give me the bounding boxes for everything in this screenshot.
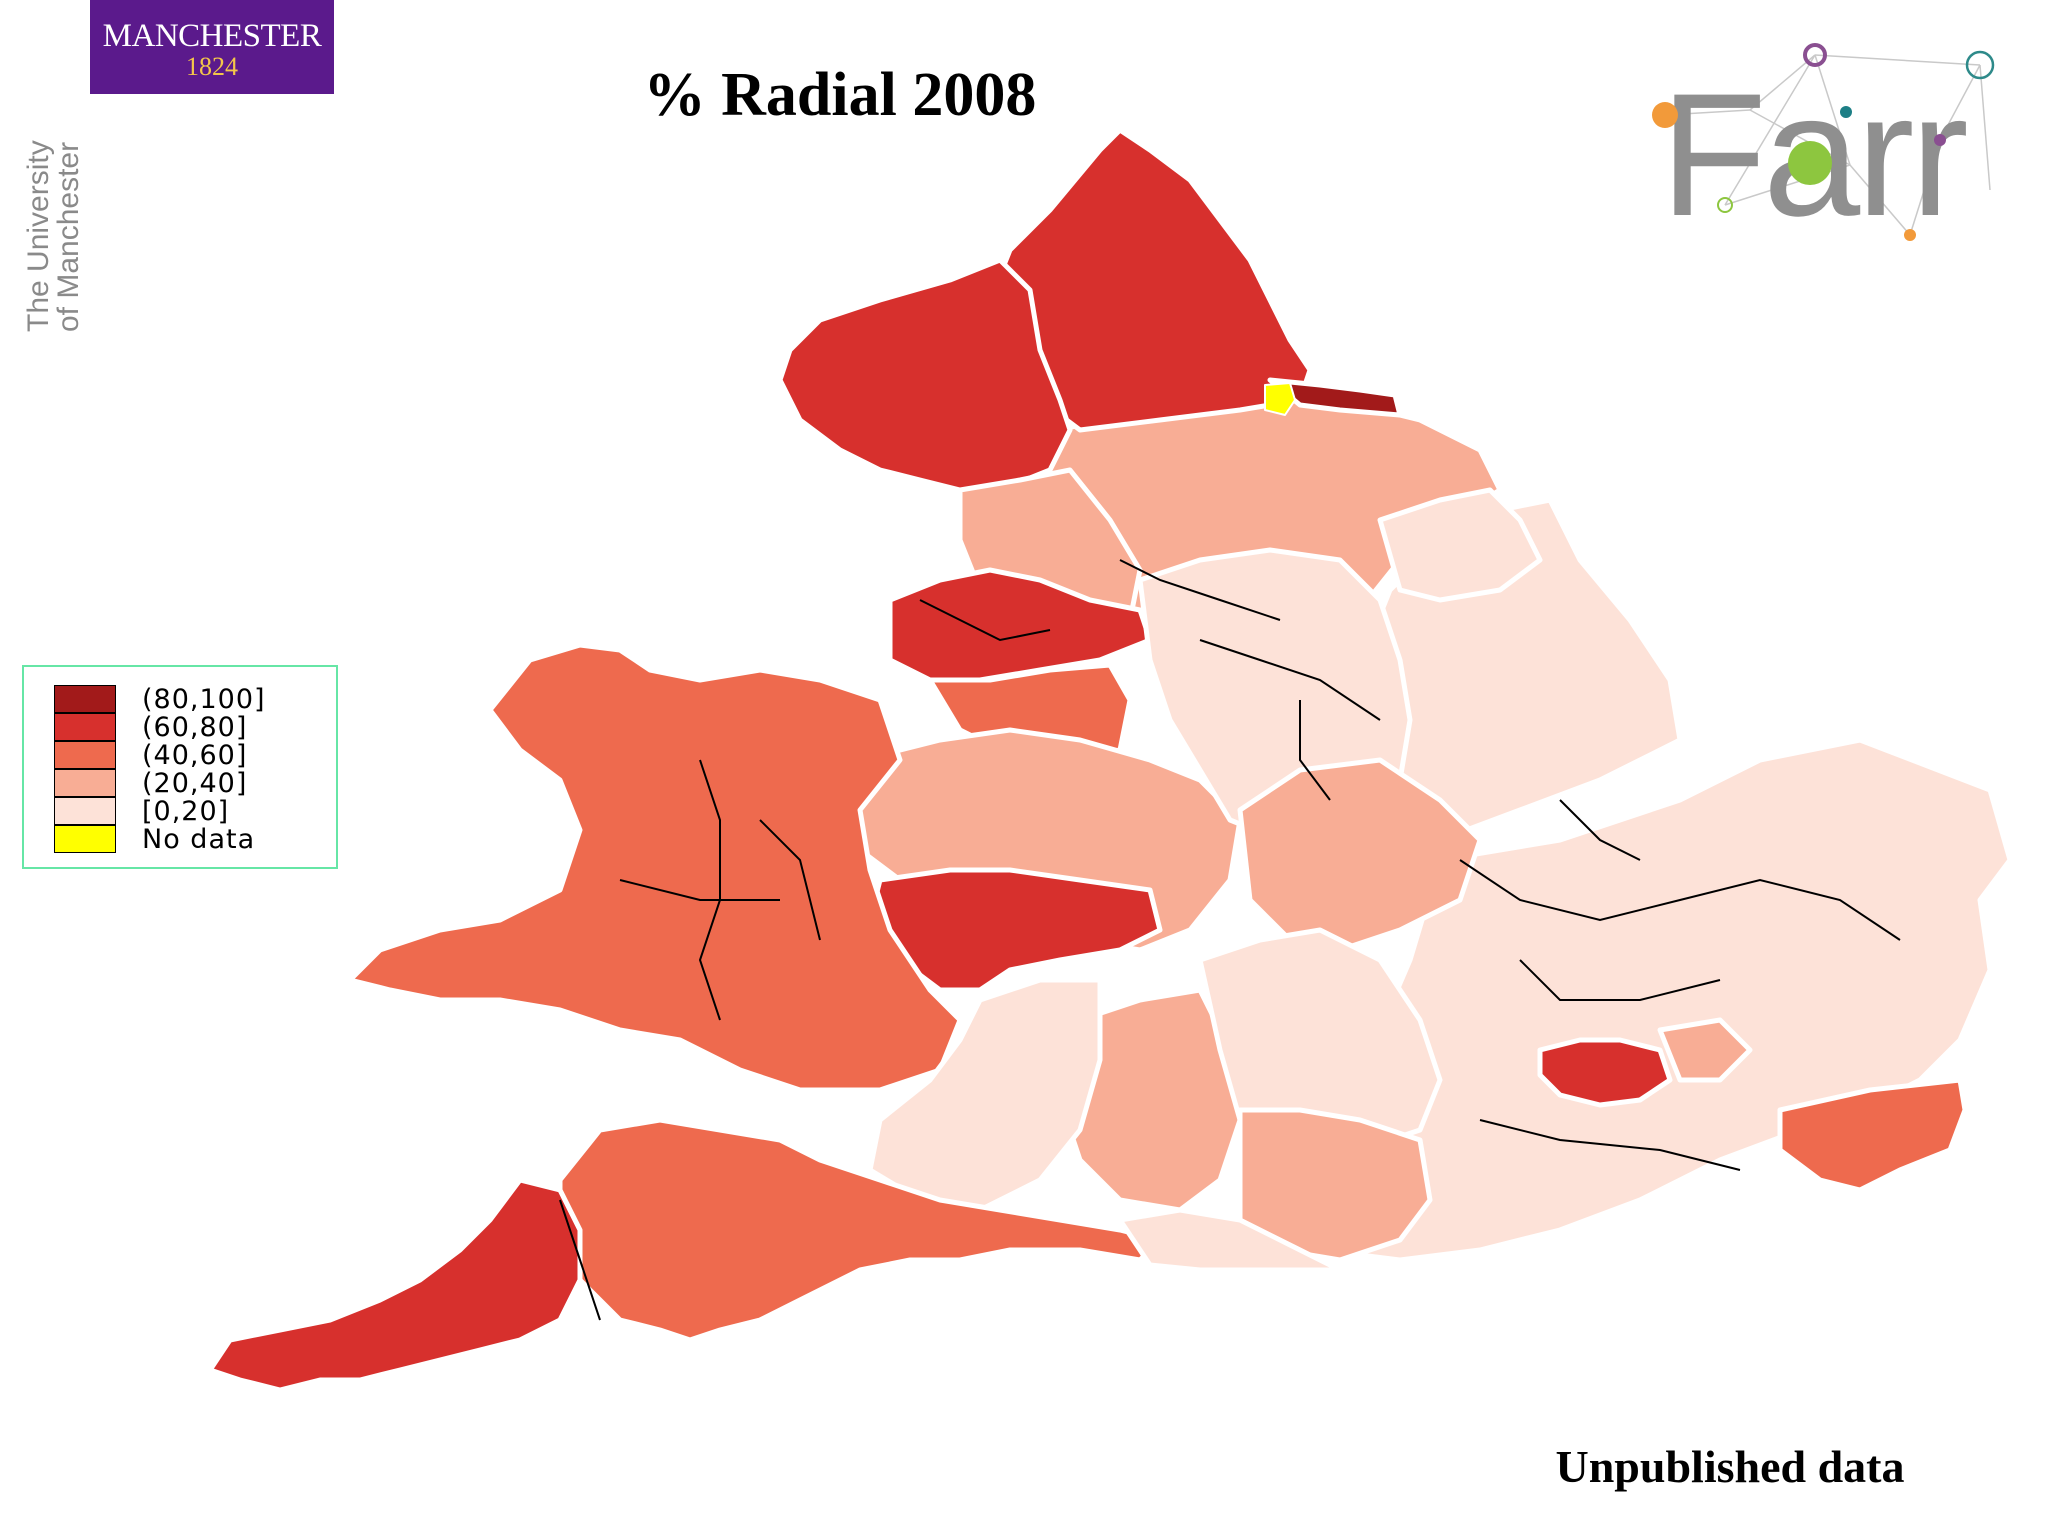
farr-dot-green-ring — [1717, 197, 1733, 213]
legend-swatch — [54, 685, 116, 713]
legend-item: [0,20] — [54, 795, 230, 827]
legend-swatch — [54, 825, 116, 853]
legend-item: (20,40] — [54, 767, 248, 799]
legend-swatch — [54, 797, 116, 825]
farr-dot-teal-ring — [1965, 50, 1995, 80]
legend-label: (20,40] — [142, 767, 248, 799]
region-northants — [1237, 757, 1483, 953]
page-title: % Radial 2008 — [643, 61, 1037, 129]
region-kent — [1777, 1077, 1968, 1193]
farr-dot-orange-small — [1904, 229, 1916, 241]
legend-swatch — [54, 769, 116, 797]
farr-dot-orange — [1652, 102, 1678, 128]
region-no-data — [1264, 382, 1296, 416]
legend-label: (60,80] — [142, 711, 248, 743]
legend-label: (40,60] — [142, 739, 248, 771]
manchester-logo-name: MANCHESTER — [102, 18, 322, 54]
legend-label: No data — [142, 823, 256, 855]
farr-dot-purple — [1803, 43, 1827, 67]
footnote: Unpublished data — [1555, 1441, 1905, 1492]
legend-label: (80,100] — [142, 683, 266, 715]
farr-logo: Farr — [1652, 43, 1995, 253]
region-wales — [347, 642, 963, 1093]
legend-item: (40,60] — [54, 739, 248, 771]
region-east-yorkshire — [1377, 487, 1543, 603]
region-thames-valley — [1197, 927, 1443, 1153]
region-cumbria — [777, 257, 1073, 493]
region-surrey — [1657, 1017, 1753, 1083]
map-legend: (80,100] (60,80] (40,60] (20,40] [0,20] … — [22, 665, 338, 869]
region-somerset — [557, 1117, 1163, 1343]
district-boundaries — [559, 559, 1901, 1321]
manchester-logo: MANCHESTER 1824 — [90, 0, 334, 94]
legend-item: (80,100] — [54, 683, 266, 715]
region-cornwall — [207, 1177, 583, 1393]
legend-item: No data — [54, 823, 256, 855]
farr-dot-teal — [1840, 106, 1852, 118]
legend-swatch — [54, 741, 116, 769]
manchester-logo-year: 1824 — [186, 52, 238, 81]
legend-item: (60,80] — [54, 711, 248, 743]
legend-swatch — [54, 713, 116, 741]
region-london — [1537, 1037, 1673, 1108]
farr-dot-violet — [1934, 134, 1946, 146]
region-teesside — [1267, 377, 1403, 418]
region-dorset — [1117, 1207, 1343, 1273]
legend-label: [0,20] — [142, 795, 230, 827]
farr-dot-green — [1788, 141, 1832, 185]
